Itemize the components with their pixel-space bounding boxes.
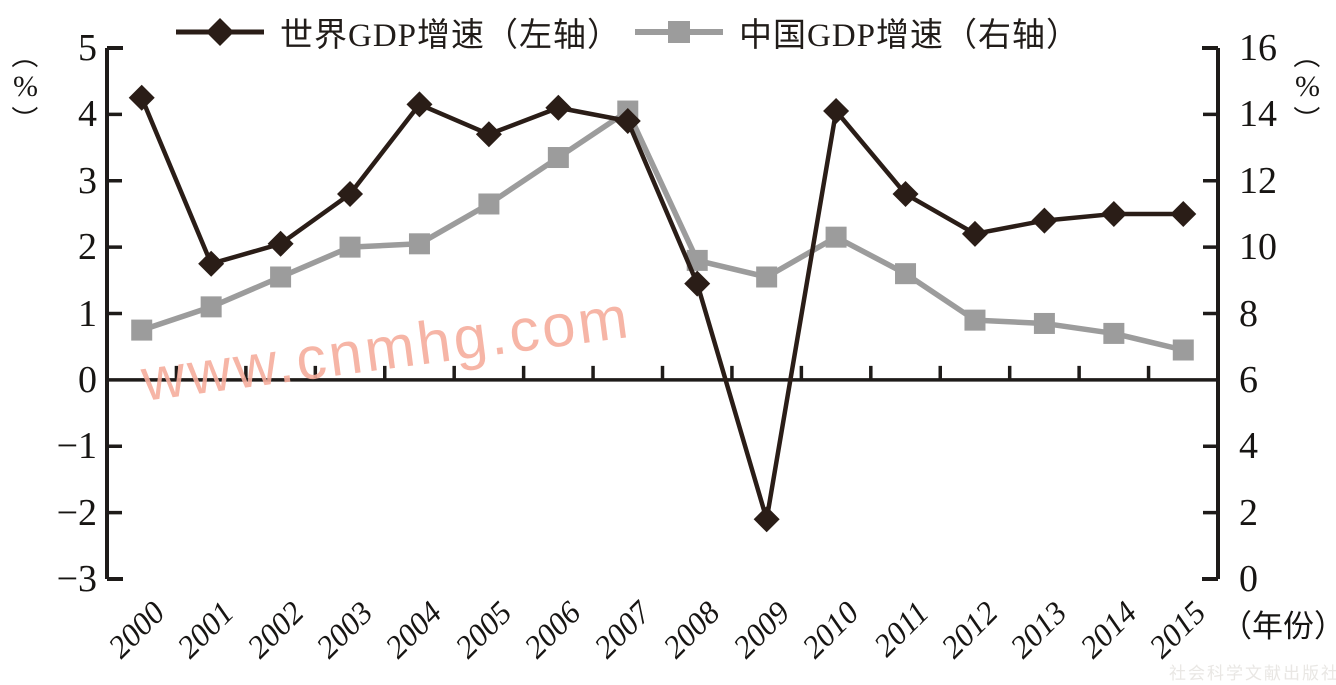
right-axis-tick-label: 10 xyxy=(1239,226,1277,269)
legend-item-world: 世界GDP增速（左轴） xyxy=(174,8,621,56)
china-marker-2000 xyxy=(131,319,153,341)
china-marker-2002 xyxy=(270,266,292,288)
unit-char: % xyxy=(13,70,38,103)
world-marker-2002 xyxy=(267,230,294,257)
right-axis-tick-label: 4 xyxy=(1239,425,1258,468)
right-axis-tick-label: 2 xyxy=(1239,491,1258,534)
china-marker-2003 xyxy=(339,236,361,258)
china-marker-2009 xyxy=(756,266,778,288)
left-axis-tick-label: 1 xyxy=(78,292,97,335)
right-axis-tick-label: 0 xyxy=(1239,558,1258,600)
left-axis-tick-label: −1 xyxy=(56,425,97,468)
left-axis-tick-label: 2 xyxy=(78,226,97,269)
china-marker-2001 xyxy=(200,296,222,318)
world-marker-2015 xyxy=(1170,200,1197,227)
right-axis-tick-label: 14 xyxy=(1239,93,1277,136)
china-marker-2012 xyxy=(964,309,986,331)
china-marker-2005 xyxy=(478,193,500,215)
world-marker-2005 xyxy=(475,121,502,148)
china-marker-2013 xyxy=(1033,312,1055,334)
world-marker-2009 xyxy=(753,506,780,533)
right-axis-tick-label: 8 xyxy=(1239,292,1258,335)
left-axis-tick-label: 4 xyxy=(78,93,97,136)
world-marker-2003 xyxy=(337,181,364,208)
right-axis-tick-label: 12 xyxy=(1239,159,1277,202)
china-marker-2010 xyxy=(825,226,847,248)
world-marker-2007 xyxy=(614,108,641,135)
world-marker-2011 xyxy=(892,181,919,208)
china-marker-2014 xyxy=(1103,322,1125,344)
legend-world-diamond-icon xyxy=(176,18,264,46)
world-marker-2008 xyxy=(684,270,711,297)
right-axis-tick-label: 6 xyxy=(1239,358,1258,401)
unit-char: % xyxy=(1295,70,1320,103)
world-marker-2004 xyxy=(406,91,433,118)
right-axis-tick-label: 16 xyxy=(1239,27,1277,69)
world-marker-2000 xyxy=(128,84,155,111)
china-marker-2004 xyxy=(408,233,430,255)
left-axis-tick-label: −2 xyxy=(56,491,97,534)
left-axis-unit-label: （%） xyxy=(9,42,39,133)
legend-china-square-icon xyxy=(635,21,723,43)
world-marker-2010 xyxy=(823,98,850,125)
world-marker-2012 xyxy=(961,220,988,247)
x-axis-unit-label: （年份） xyxy=(1221,609,1336,644)
publisher-watermark: 社会科学文献出版社 xyxy=(1169,664,1336,683)
world-marker-2013 xyxy=(1031,207,1058,234)
world-marker-2006 xyxy=(545,94,572,121)
world-series-line xyxy=(139,96,1184,522)
world-marker-2001 xyxy=(198,250,225,277)
unit-char: ） xyxy=(1290,105,1321,133)
right-axis-unit-label: （%） xyxy=(1290,41,1321,133)
china-series-line xyxy=(140,108,1184,353)
china-marker-2011 xyxy=(895,263,917,285)
unit-char: （ xyxy=(1290,41,1321,69)
china-marker-2015 xyxy=(1172,339,1194,361)
left-axis-tick-label: −3 xyxy=(56,558,97,600)
legend-china-label: 中国GDP增速（右轴） xyxy=(739,18,1081,54)
world-marker-2014 xyxy=(1100,200,1127,227)
china-marker-2006 xyxy=(547,147,569,169)
legend-world-label: 世界GDP增速（左轴） xyxy=(280,18,622,54)
legend-item-china: 中国GDP增速（右轴） xyxy=(633,8,1080,56)
left-axis-tick-label: 5 xyxy=(78,27,97,69)
left-axis-tick-label: 3 xyxy=(78,159,97,202)
left-axis-tick-label: 0 xyxy=(78,358,97,401)
